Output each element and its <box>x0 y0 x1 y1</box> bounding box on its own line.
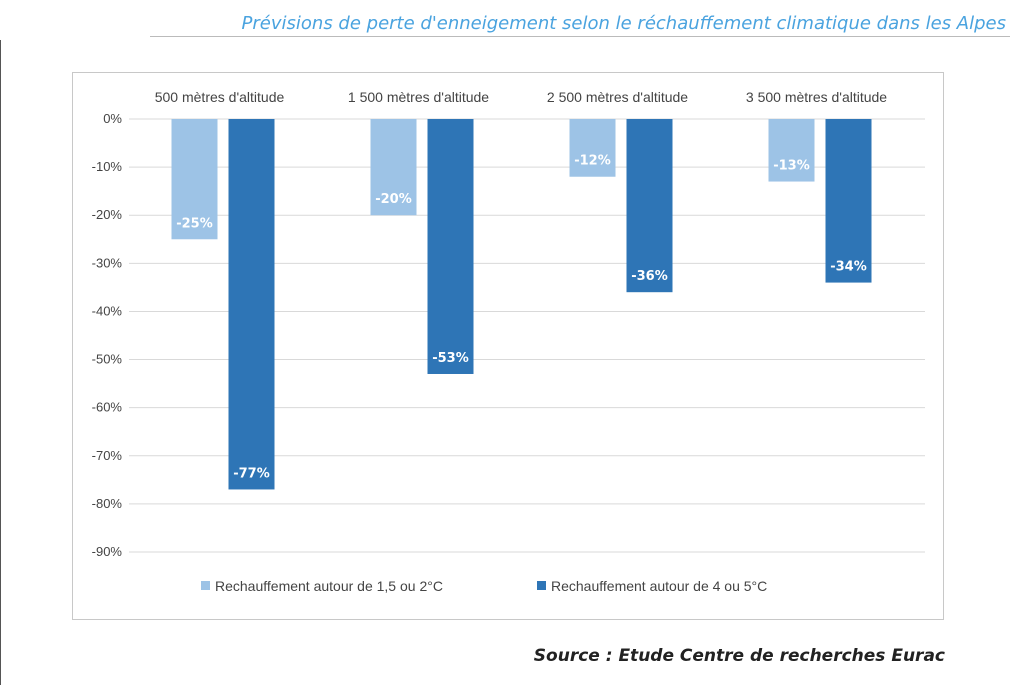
bar <box>427 119 474 374</box>
y-tick-label: 0% <box>103 111 122 126</box>
data-label: -77% <box>233 466 270 481</box>
bar <box>569 119 616 177</box>
data-label: -53% <box>432 351 469 366</box>
bar <box>228 119 275 490</box>
category-label: 3 500 mètres d'altitude <box>746 89 887 105</box>
source-caption: Source : Etude Centre de recherches Eura… <box>533 646 945 666</box>
top-border-line <box>150 36 1010 37</box>
data-label: -12% <box>574 154 611 169</box>
y-tick-label: -20% <box>92 207 123 222</box>
chart-title: Prévisions de perte d'enneigement selon … <box>241 13 1006 34</box>
data-label: -13% <box>773 159 810 174</box>
legend-swatch <box>537 581 546 590</box>
y-tick-label: -90% <box>92 544 123 559</box>
legend-swatch <box>201 581 210 590</box>
y-tick-label: -70% <box>92 448 123 463</box>
bar <box>768 119 815 182</box>
y-tick-label: -30% <box>92 255 123 270</box>
legend-label: Rechauffement autour de 4 ou 5°C <box>551 578 767 594</box>
y-tick-label: -50% <box>92 352 123 367</box>
legend-label: Rechauffement autour de 1,5 ou 2°C <box>215 578 443 594</box>
y-tick-label: -10% <box>92 159 123 174</box>
bar <box>825 119 872 283</box>
category-label: 500 mètres d'altitude <box>155 89 285 105</box>
bar <box>171 119 218 240</box>
category-label: 1 500 mètres d'altitude <box>348 89 489 105</box>
bar <box>370 119 417 216</box>
data-label: -20% <box>375 192 412 207</box>
y-tick-label: -60% <box>92 400 123 415</box>
left-border-line <box>0 40 1 685</box>
category-label: 2 500 mètres d'altitude <box>547 89 688 105</box>
y-tick-label: -80% <box>92 496 123 511</box>
bar-chart: 0% -10% -20% -30% -40% -50% -60% -70% -80% -90% 50… <box>92 89 925 594</box>
data-label: -36% <box>631 269 668 284</box>
data-label: -25% <box>176 216 213 231</box>
chart-frame: 0% -10% -20% -30% -40% -50% -60% -70% -80% -90% 50… <box>72 72 944 620</box>
y-tick-label: -40% <box>92 303 123 318</box>
bar <box>626 119 673 293</box>
data-label: -34% <box>830 260 867 275</box>
